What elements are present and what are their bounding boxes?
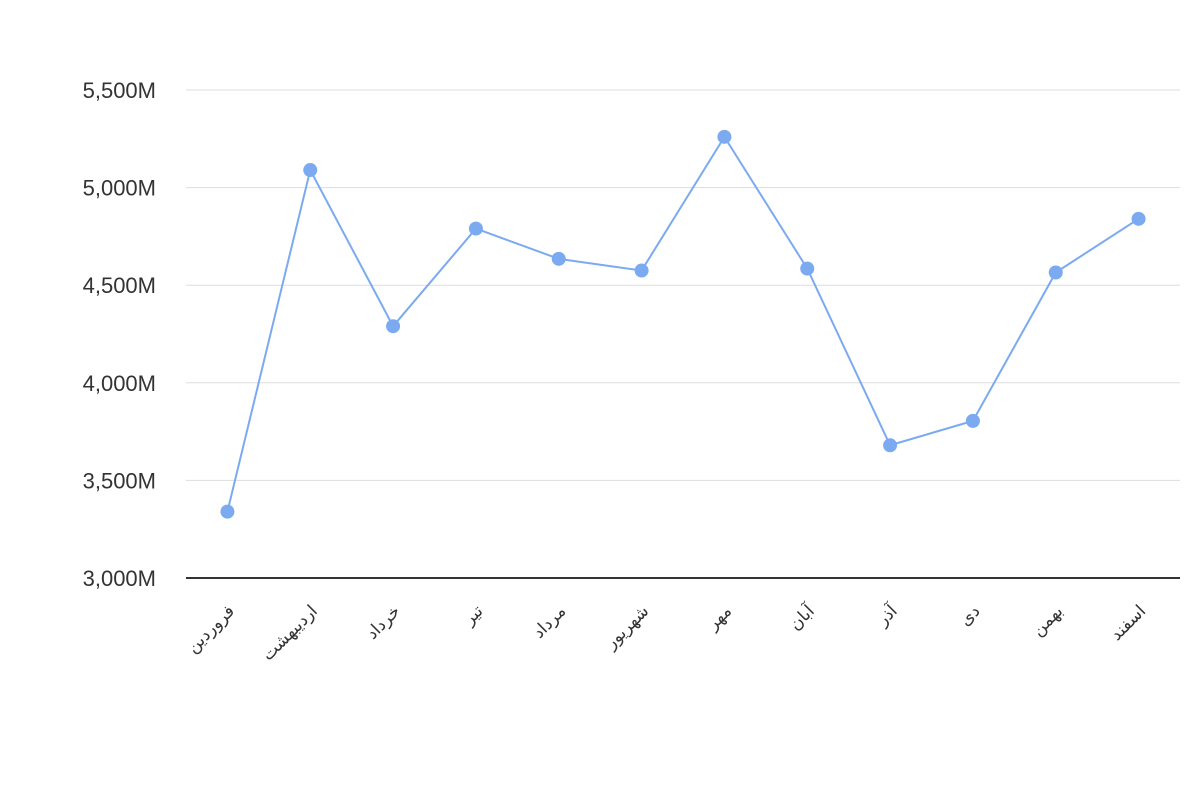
x-tick-label: مرداد (529, 601, 570, 642)
x-tick-label: تیر (459, 601, 488, 630)
x-tick-label: فروردین (183, 601, 239, 657)
x-tick-label: بهمن (1028, 601, 1067, 640)
point (303, 163, 318, 178)
point (634, 263, 649, 278)
point (551, 251, 566, 266)
x-tick-label: آذر (871, 599, 903, 631)
y-tick-label: 3,000M (83, 566, 156, 591)
point (717, 129, 732, 144)
point (386, 319, 401, 334)
y-tick-label: 3,500M (83, 468, 156, 493)
point (1131, 211, 1146, 226)
x-tick-label: خرداد (362, 601, 404, 643)
x-tick-label: مهر (702, 601, 735, 634)
point (220, 504, 235, 519)
x-tick-label: آبان (784, 599, 820, 635)
y-tick-label: 4,500M (83, 273, 156, 298)
x-tick-label: شهریور (601, 601, 653, 653)
x-tick-label: اردیبهشت (258, 601, 322, 665)
x-tick-label: اسفند (1107, 601, 1151, 645)
x-tick-label: دی (956, 601, 985, 630)
point (883, 438, 898, 453)
y-tick-label: 5,500M (83, 78, 156, 103)
point (965, 413, 980, 428)
point (468, 221, 483, 236)
y-tick-label: 4,000M (83, 371, 156, 396)
y-tick-label: 5,000M (83, 176, 156, 201)
point (1048, 265, 1063, 280)
line (226, 134, 1140, 512)
point (800, 261, 815, 276)
